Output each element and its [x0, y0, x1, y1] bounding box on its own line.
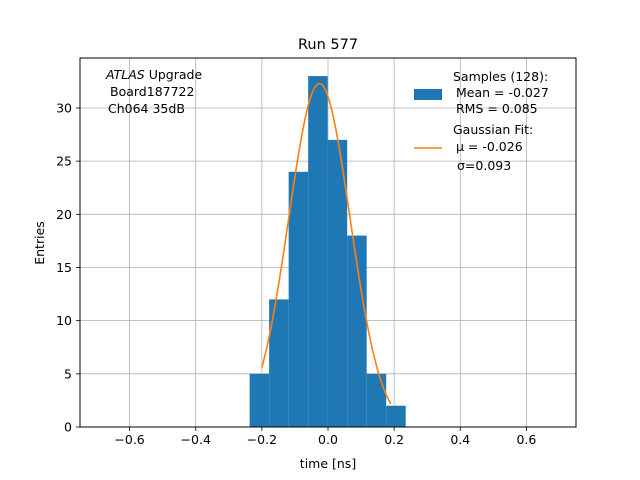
histogram-bar-4	[327, 139, 348, 428]
annotation-atlas: ATLAS	[105, 67, 145, 82]
x-tick-label-3: 0.0	[318, 432, 338, 447]
x-tick-label-5: 0.4	[450, 432, 470, 447]
histogram-bar-3	[308, 76, 328, 427]
legend-samples-label: Samples (128):	[453, 69, 548, 84]
histogram-bars	[249, 76, 406, 428]
x-tick-label-2: −0.2	[247, 432, 277, 447]
x-tick-label-6: 0.6	[516, 432, 536, 447]
legend-fit-mu: μ = -0.026	[456, 139, 523, 154]
y-tick-label-2: 10	[56, 313, 72, 328]
legend-fit-sigma: σ=0.093	[457, 158, 511, 173]
histogram-bar-2	[288, 171, 309, 427]
x-tick-label-1: −0.4	[181, 432, 211, 447]
y-tick-label-1: 5	[64, 366, 72, 381]
y-tick-label-5: 25	[56, 154, 72, 169]
y-axis-ticks: 0 5 10 15 20 25 30	[56, 100, 80, 435]
y-tick-label-0: 0	[64, 420, 72, 435]
y-tick-label-4: 20	[56, 207, 72, 222]
histogram-bar-5	[347, 235, 367, 427]
x-tick-label-4: 0.2	[384, 432, 404, 447]
annotation-line-1: ATLAS Upgrade	[105, 67, 202, 82]
y-tick-label-3: 15	[56, 260, 72, 275]
legend-fit-label: Gaussian Fit:	[453, 122, 533, 137]
legend-swatch-samples	[414, 89, 442, 100]
y-axis-label: Entries	[32, 221, 47, 265]
gaussian-fit-curve	[261, 82, 392, 405]
histogram-bar-6	[366, 373, 387, 427]
annotation-line-2: Board187722	[110, 84, 194, 99]
annotation-line-3: Ch064 35dB	[108, 101, 185, 116]
histogram-bar-1	[269, 299, 289, 427]
x-axis-ticks: −0.6 −0.4 −0.2 0.0 0.2 0.4 0.6	[114, 427, 536, 447]
x-tick-label-0: −0.6	[114, 432, 144, 447]
legend: Samples (128): Mean = -0.027 RMS = 0.085…	[414, 69, 549, 173]
y-tick-label-6: 30	[56, 100, 72, 115]
histogram-bar-7	[386, 405, 406, 427]
x-axis-label: time [ns]	[300, 456, 356, 471]
annotation-upgrade: Upgrade	[145, 67, 203, 82]
chart-title: Run 577	[298, 37, 358, 53]
histogram-bar-0	[249, 373, 270, 427]
legend-samples-mean: Mean = -0.027	[456, 85, 549, 100]
annotation-block: ATLAS Upgrade Board187722 Ch064 35dB	[105, 67, 202, 116]
gaussian-fit	[261, 82, 392, 405]
legend-samples-rms: RMS = 0.085	[456, 101, 538, 116]
